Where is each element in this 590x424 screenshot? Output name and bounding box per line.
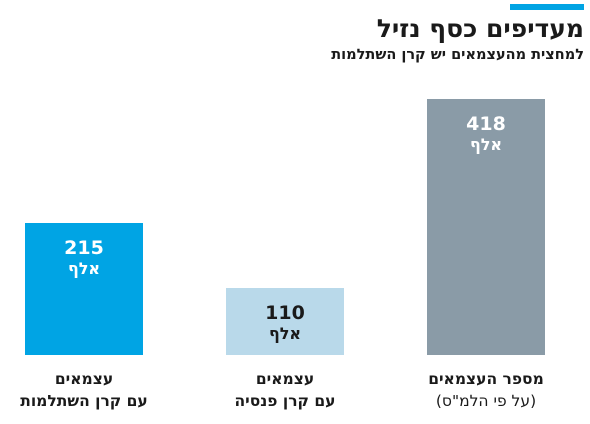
bar-unit-label: אלף — [268, 324, 302, 343]
bar-unit-label: אלף — [469, 135, 503, 154]
bar-value-label: 215 — [64, 237, 104, 259]
category-label-line1: עצמאים — [255, 370, 315, 388]
category-label-3: מספר העצמאים (על פי הלמ"ס) — [396, 368, 576, 412]
bar-value-label: 418 — [466, 113, 506, 135]
chart-subtitle: למחצית מהעצמאים יש קרן השתלמות — [331, 47, 584, 63]
category-label-line2: עם קרן פנסיה — [234, 392, 336, 410]
category-label-line1: מספר העצמאים — [428, 370, 544, 388]
category-label-line2: (על פי הלמ"ס) — [435, 392, 537, 410]
category-label-line2: עם קרן השתלמות — [20, 392, 148, 410]
title-accent-line — [510, 4, 584, 10]
bar-1: 215 אלף — [25, 223, 143, 355]
bar-2: 110 אלף — [226, 288, 344, 355]
category-label-1: עצמאים עם קרן השתלמות — [0, 368, 174, 412]
chart-title: מעדיפים כסף נזיל — [376, 14, 584, 43]
category-label-2: עצמאים עם קרן פנסיה — [195, 368, 375, 412]
bar-unit-label: אלף — [67, 259, 101, 278]
category-label-line1: עצמאים — [54, 370, 114, 388]
bar-3: 418 אלף — [427, 99, 545, 355]
bar-value-label: 110 — [265, 302, 305, 324]
